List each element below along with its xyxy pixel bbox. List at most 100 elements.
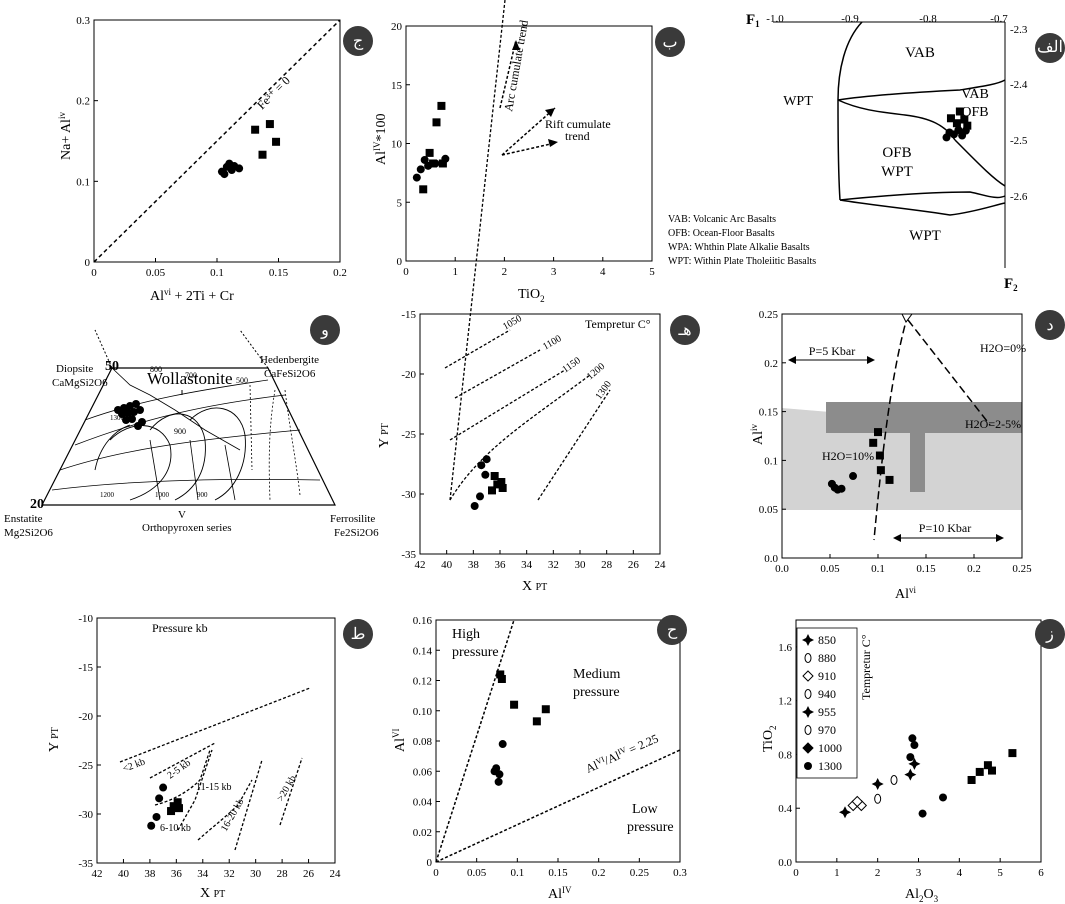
y-tick-label: 0.3 [76,15,90,27]
panel-b-label: ب [662,34,677,51]
z-data-point [1008,749,1017,758]
panel-d-badge [1035,310,1065,340]
svg-text:-2.4: -2.4 [1010,79,1028,91]
svg-text:500: 500 [236,376,248,385]
svg-text:1050: 1050 [501,313,524,333]
legend-ofb: OFB: Ocean-Floor Basalts [668,228,775,239]
x-tick-label: 0.2 [967,563,981,575]
d-ylabel: Aliv [749,423,766,445]
x-tick-label: 0.15 [269,267,289,279]
z-legend-label: 940 [818,687,836,701]
x-tick-label: 0.2 [592,867,606,879]
t-data-point [173,798,182,807]
svg-text:16-20 kb: 16-20 kb [219,797,246,834]
svg-text:P=10 Kbar: P=10 Kbar [919,521,971,535]
x-tick-label: 0 [793,867,799,879]
y-tick-label: 5 [397,197,403,209]
svg-text:>20 kb: >20 kb [275,774,299,804]
svg-text:1200: 1200 [100,491,115,499]
panel-d-label: د [1046,317,1053,334]
z-legend-label: 970 [818,723,836,737]
h2-data-point [510,700,519,709]
x-tick-label: 2 [875,867,881,879]
x-tick-label: 26 [303,868,315,880]
h-data-point [498,484,507,492]
y-tick-label: -25 [401,429,416,441]
h-data-point [481,470,490,479]
fe3-label: Fe³⁺ = 0 [254,73,293,112]
x-tick-label: 24 [330,868,342,880]
svg-text:V: V [178,509,186,521]
y-tick-label: -15 [401,309,416,321]
b-data-point [429,159,438,168]
y-tick-label: 10 [391,139,403,151]
x-tick-label: 0.3 [673,867,687,879]
j-data-point [272,137,281,146]
svg-text:<2 kb: <2 kb [121,757,147,775]
d-data-point [876,466,885,475]
legend-wpt: WPT: Within Plate Tholeiitic Basalts [668,256,816,267]
svg-text:6-10 kb: 6-10 kb [160,823,191,834]
b-data-point [420,155,429,164]
svg-text:Diopsite: Diopsite [56,363,93,375]
h2-ylabel: AlVI [391,729,408,753]
z-xlabel: Al2O3 [905,887,939,904]
d-data-point [869,438,878,447]
y-tick-label: 0.08 [413,736,433,748]
h-data-point [482,455,491,464]
wollastonite-title: Wollastonite [147,369,233,388]
svg-text:P=5 Kbar: P=5 Kbar [809,344,855,358]
h2-data-point [496,670,505,679]
z-data-point [851,795,863,808]
b-data-point [412,173,421,182]
x-tick-label: 0.1 [510,867,524,879]
d-data-point [837,484,846,493]
panel-h2: 0 0.05 0.1 0.15 0.2 0.25 0.3 0 0.02 0.04 0.06 0.08 0… [391,615,687,902]
svg-text:H2O=2-5%: H2O=2-5% [965,417,1021,431]
z-legend-marker [802,634,814,646]
h2-data-point [497,674,506,683]
b-data-point [437,101,446,110]
t-ylabel: Y PT [47,727,62,752]
panel-j: 0 0.05 0.1 0.15 0.2 0 0.1 0.2 0.3 Fe³⁺ = 0 Alvi … [57,15,373,304]
y-tick-label: -10 [78,613,93,625]
z-legend-marker [804,653,812,663]
y-tick-label: 0.25 [759,309,779,321]
z-legend-marker [804,762,812,770]
svg-text:CaMgSi2O6: CaMgSi2O6 [52,377,108,389]
svg-text:-0.7: -0.7 [990,13,1008,25]
x-tick-label: 34 [197,868,209,880]
x-tick-label: 32 [548,559,559,571]
z-data-point [904,768,917,781]
svg-text:11-15 kb: 11-15 kb [196,782,231,793]
svg-text:900: 900 [174,427,186,436]
svg-text:50: 50 [105,359,119,374]
x-tick-label: 36 [171,868,183,880]
w-data-point [132,400,140,408]
z-legend-label: 955 [818,705,836,719]
y-tick-label: -35 [401,549,416,561]
y-tick-label: -30 [401,489,416,501]
arc-trend-label: Arc cumulate trend [501,19,531,113]
z-data-point [975,767,984,776]
panel-w: 800 700 500 900 1200 1000 900 1300 Wolla… [4,315,379,539]
b-data-point [416,165,425,174]
svg-text:F2: F2 [1004,276,1018,293]
d-xlabel: Alvi [895,585,917,602]
rift-trend-label-1: Rift cumulate [545,117,611,131]
z-ylabel: TiO2 [761,725,778,752]
b-xlabel: TiO2 [518,287,545,304]
j-data-point [220,170,229,179]
z-data-point [908,734,917,743]
t-data-point [155,794,164,803]
t-data-point [167,807,176,816]
w-data-point [122,416,130,424]
j-data-point [258,150,267,159]
x-tick-label: 34 [521,559,533,571]
x-tick-label: 1 [452,266,458,278]
alef-data-point [960,115,969,124]
y-tick-label: 0.04 [413,797,433,809]
y-tick-label: 0.2 [764,358,778,370]
panel-z: 0 1 2 3 4 5 6 0.0 0.4 0.8 1.2 1.6 850 880 910 940 955 97… [761,619,1065,904]
